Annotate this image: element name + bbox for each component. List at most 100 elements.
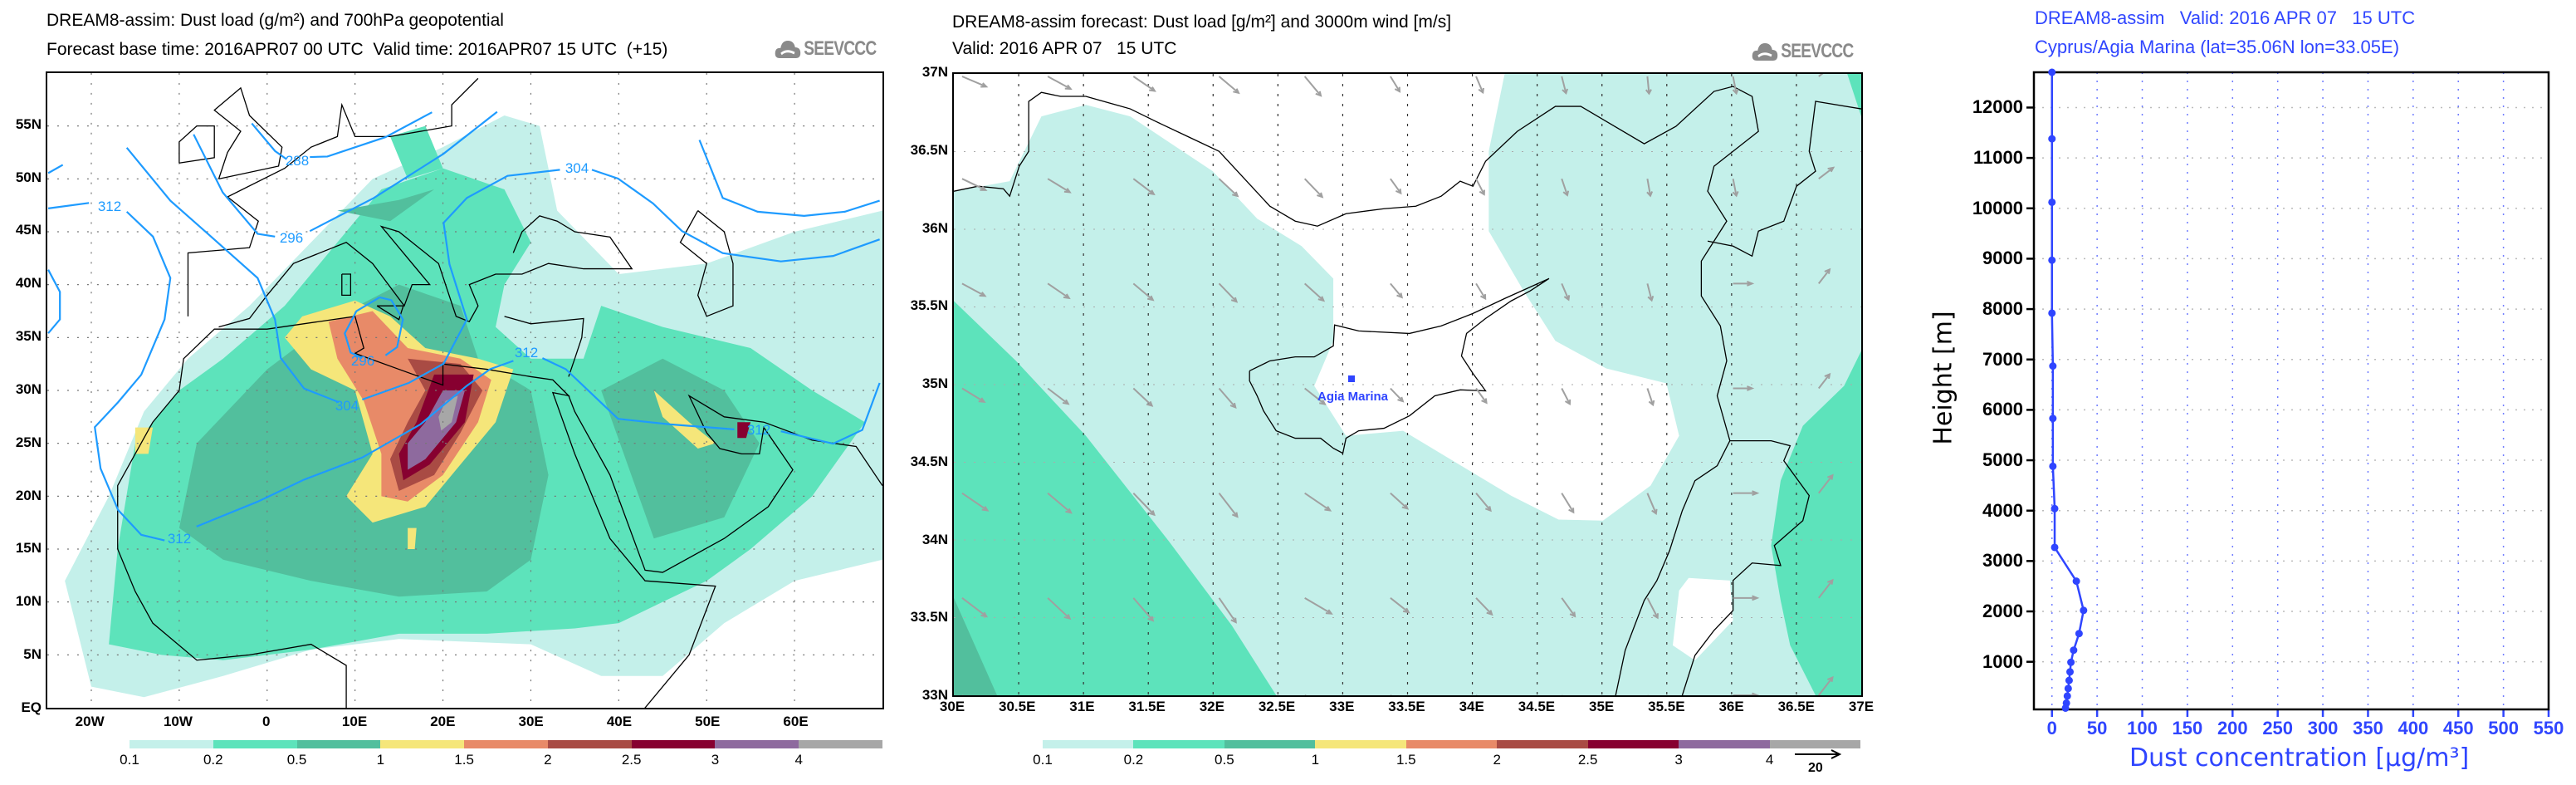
- coastline: [187, 77, 479, 316]
- colorbar-label: 3: [1674, 752, 1683, 768]
- wind-arrow-icon: [1305, 283, 1324, 301]
- longitude-label: 20E: [430, 714, 456, 729]
- coastline: [341, 273, 352, 297]
- longitude-label: 30E: [939, 699, 965, 714]
- station-marker[interactable]: [1348, 375, 1355, 382]
- wind-arrow-icon: [1219, 493, 1237, 517]
- wind-arrow-head: [1233, 89, 1239, 93]
- longitude-label: 33.5E: [1388, 699, 1425, 714]
- middle-colorbar: [1043, 740, 1860, 748]
- wind-arrow-head: [1395, 87, 1400, 91]
- wind-arrow-shaft: [1048, 493, 1071, 513]
- wind-arrow-shaft: [962, 283, 985, 296]
- wind-arrow-shaft: [1647, 283, 1651, 300]
- wind-arrow-icon: [1219, 76, 1238, 93]
- wind-arrow-shaft: [1133, 598, 1153, 621]
- wind-arrow-icon: [1391, 493, 1408, 509]
- geopotential-contour: [780, 382, 881, 445]
- profile-point: [2067, 658, 2075, 666]
- wind-arrow-shaft: [962, 598, 986, 616]
- geopotential-contour: [251, 122, 287, 160]
- wind-arrow-shaft: [1048, 283, 1069, 297]
- profile-point: [2063, 692, 2071, 700]
- wind-arrow-icon: [1476, 493, 1490, 511]
- wind-arrow-shaft: [1647, 76, 1649, 94]
- wind-arrow-icon: [1562, 598, 1575, 616]
- y-tick-label: 1000: [1982, 650, 2023, 672]
- contour-label: 304: [565, 160, 589, 176]
- wind-arrow-shaft: [1305, 493, 1331, 511]
- dust-region: [408, 527, 417, 549]
- longitude-label: 31E: [1069, 699, 1095, 714]
- wind-arrow-shaft: [1391, 179, 1400, 193]
- wind-arrow-icon: [1048, 389, 1068, 405]
- wind-arrow-head: [982, 507, 988, 511]
- y-tick-label: 8000: [1982, 298, 2023, 320]
- middle-map-subtitle: Valid: 2016 APR 07 15 UTC: [952, 39, 1177, 58]
- profile-point: [2075, 630, 2083, 638]
- wind-arrow-icon: [962, 76, 986, 86]
- wind-arrow-icon: [1733, 76, 1738, 93]
- y-tick-label: 9000: [1982, 248, 2023, 269]
- wind-arrow-icon: [1562, 493, 1573, 513]
- colorbar-segment: [1405, 740, 1498, 748]
- colorbar-segment: [1224, 740, 1316, 748]
- wind-arrow-shaft: [1476, 598, 1492, 615]
- wind-arrow-icon: [1133, 76, 1155, 91]
- coastline: [504, 316, 584, 377]
- wind-arrow-shaft: [1647, 389, 1653, 405]
- wind-arrow-icon: [1305, 389, 1325, 405]
- wind-arrow-shaft: [1391, 493, 1408, 509]
- y-tick-label: 2000: [1982, 601, 2023, 622]
- latitude-label: 36.5N: [910, 141, 948, 158]
- dust-region: [954, 301, 1277, 695]
- wind-arrow-shaft: [1305, 389, 1325, 405]
- colorbar-label: 2: [1493, 752, 1501, 768]
- latitude-label: 33N: [921, 687, 948, 703]
- x-tick-label: 100: [2127, 718, 2158, 738]
- longitude-label: 40E: [606, 714, 633, 729]
- chart-subtitle: Cyprus/Agia Marina (lat=35.06N lon=33.05…: [2035, 37, 2400, 57]
- y-tick-label: 10000: [1972, 197, 2023, 218]
- colorbar-segment: [130, 740, 213, 748]
- latitude-label: 50N: [15, 169, 42, 185]
- wind-arrow-head: [1232, 192, 1238, 196]
- wind-arrow-head: [1147, 296, 1153, 300]
- wind-arrow-head: [1566, 400, 1571, 404]
- longitude-label: 36E: [1718, 699, 1744, 714]
- wind-arrow-icon: [1391, 598, 1409, 612]
- geopotential-contour: [196, 360, 514, 527]
- colorbar-segment: [213, 740, 297, 748]
- wind-arrow-shaft: [1562, 76, 1566, 93]
- wind-arrow-head: [1733, 191, 1738, 195]
- wind-arrow-shaft: [1305, 76, 1321, 96]
- wind-arrow-icon: [1647, 179, 1652, 195]
- latitude-label: 30N: [15, 380, 42, 397]
- colorbar-label: 1.5: [1396, 752, 1416, 768]
- wind-arrow-head: [1064, 615, 1070, 619]
- profile-point: [2066, 668, 2075, 676]
- wind-arrow-icon: [1391, 389, 1403, 402]
- wind-arrow-head: [1063, 294, 1069, 298]
- x-tick-label: 500: [2488, 718, 2519, 738]
- x-tick-label: 450: [2442, 718, 2474, 738]
- wind-arrow-icon: [1391, 179, 1400, 193]
- geopotential-contour: [47, 202, 90, 209]
- wind-arrow-head: [1747, 282, 1752, 286]
- profile-point: [2070, 646, 2078, 655]
- wind-arrow-head: [1562, 89, 1567, 93]
- wind-arrow-icon: [1048, 76, 1071, 89]
- x-tick-label: 150: [2172, 718, 2203, 738]
- geopotential-contour: [361, 169, 560, 401]
- left-map-canvas: [47, 73, 882, 708]
- contour-label: 312: [167, 531, 192, 547]
- coastline: [1682, 441, 1809, 695]
- wind-arrow-shaft: [1476, 493, 1490, 511]
- wind-arrow-shaft: [1562, 493, 1573, 513]
- longitude-label: 31.5E: [1128, 699, 1166, 714]
- wind-arrow-head: [1652, 509, 1657, 513]
- wind-arrow-head: [1231, 297, 1236, 302]
- wind-arrow-shaft: [1733, 76, 1737, 93]
- coastline: [218, 215, 633, 328]
- colorbar-segment: [547, 740, 632, 748]
